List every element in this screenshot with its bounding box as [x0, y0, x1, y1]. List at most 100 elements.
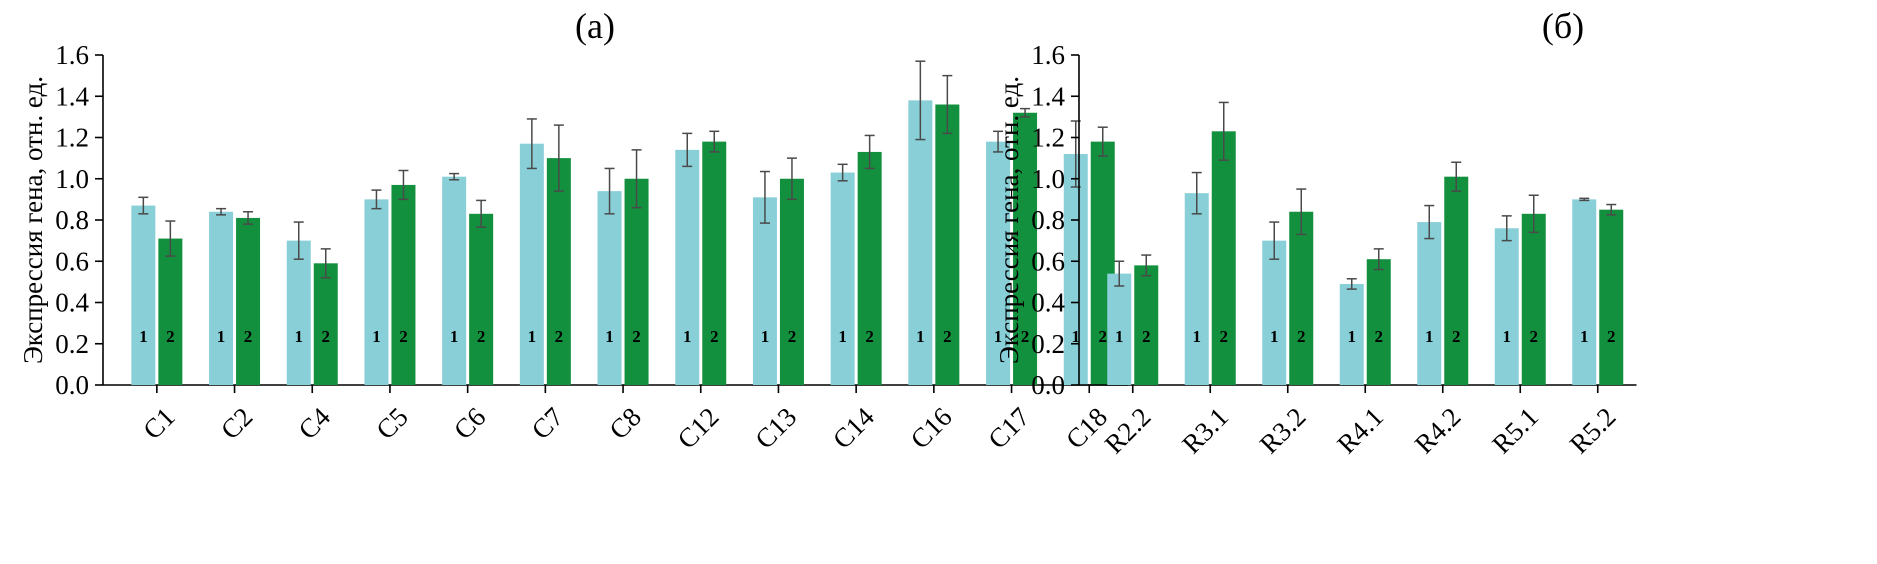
bar-series-number: 1	[605, 327, 614, 346]
bar-series-number: 1	[295, 327, 304, 346]
bar-series-number: 2	[943, 327, 952, 346]
y-tick-label: 0.8	[55, 205, 89, 235]
category-label: R5.1	[1486, 402, 1544, 460]
bar-c17-series-1	[986, 141, 1011, 385]
bar-series-number: 1	[1503, 327, 1512, 346]
bar-series-number: 2	[1530, 327, 1539, 346]
bar-r4-2-series-2	[1444, 176, 1469, 385]
bar-c2-series-1	[209, 211, 234, 385]
bar-c1-series-2	[158, 238, 183, 385]
category-label: C4	[293, 401, 337, 445]
bar-c14-series-1	[830, 172, 855, 385]
bar-c12-series-2	[702, 141, 727, 385]
bar-series-number: 2	[322, 327, 331, 346]
category-label: R2.2	[1099, 402, 1157, 460]
y-tick-label: 1.2	[1031, 123, 1065, 153]
bar-series-number: 2	[1452, 327, 1461, 346]
bar-series-number: 1	[1348, 327, 1357, 346]
panel-title: (б)	[1542, 6, 1584, 46]
category-label: C8	[603, 402, 646, 445]
bar-r4-1-series-1	[1339, 283, 1364, 385]
bar-c13-series-2	[779, 178, 804, 385]
category-label: C5	[370, 402, 413, 445]
y-tick-label: 0.6	[1031, 246, 1065, 276]
bar-series-number: 2	[632, 327, 641, 346]
bar-series-number: 2	[477, 327, 486, 346]
bar-series-number: 1	[1072, 327, 1081, 346]
y-tick-label: 1.0	[1031, 164, 1065, 194]
y-tick-label: 1.4	[55, 81, 89, 111]
category-label: C12	[672, 402, 725, 455]
y-tick-label: 0.2	[1031, 329, 1065, 359]
category-label: C18	[1060, 402, 1113, 455]
bar-r3-2-series-2	[1289, 211, 1314, 385]
category-label: C13	[749, 402, 802, 455]
bar-c8-series-1	[597, 191, 622, 385]
y-tick-label: 0.6	[55, 246, 89, 276]
y-tick-label: 0.4	[1031, 288, 1065, 318]
category-label: C17	[982, 402, 1035, 455]
bar-series-number: 1	[217, 327, 226, 346]
bar-series-number: 2	[1099, 327, 1108, 346]
bar-series-number: 2	[1220, 327, 1229, 346]
bar-series-number: 2	[1607, 327, 1616, 346]
bar-c16-series-1	[908, 100, 933, 385]
bar-series-number: 2	[399, 327, 408, 346]
chart-panel-b: (б) Экспрессия гена, отн. ед.0.0 0.2 0.4 0.6…	[994, 6, 1637, 459]
bar-series-number: 1	[761, 327, 770, 346]
bar-c5-series-1	[364, 199, 389, 385]
y-tick-label: 1.4	[1031, 81, 1065, 111]
bar-series-number: 1	[1580, 327, 1589, 346]
panel-title: (а)	[575, 6, 615, 46]
bar-c18-series-1	[1063, 154, 1088, 385]
y-tick-label: 1.6	[55, 40, 89, 70]
y-tick-label: 1.6	[1031, 40, 1065, 70]
category-label: C2	[215, 402, 258, 445]
bar-c14-series-2	[857, 151, 882, 385]
bar-series-number: 2	[865, 327, 874, 346]
bar-series-number: 2	[710, 327, 719, 346]
y-tick-label: 1.2	[55, 123, 89, 153]
bar-series-number: 1	[1270, 327, 1279, 346]
bar-r5-1-series-2	[1521, 213, 1546, 385]
bar-series-number: 2	[788, 327, 797, 346]
bar-series-number: 2	[244, 327, 253, 346]
bar-c8-series-2	[624, 178, 649, 385]
bar-r3-1-series-2	[1211, 131, 1236, 385]
bar-series-number: 1	[372, 327, 381, 346]
category-label: C7	[526, 402, 569, 445]
y-tick-label: 1.0	[55, 164, 89, 194]
bar-series-number: 1	[838, 327, 847, 346]
bar-c4-series-1	[286, 240, 311, 385]
category-label: C6	[448, 402, 491, 445]
category-label: R4.1	[1331, 402, 1389, 460]
bar-c7-series-1	[519, 143, 544, 385]
category-label: R3.2	[1254, 402, 1312, 460]
bar-c6-series-1	[442, 176, 467, 385]
y-axis-label: Экспрессия гена, отн. ед.	[994, 76, 1024, 364]
bar-series-number: 1	[528, 327, 537, 346]
chart-panel-a: (а)Экспрессия гена, отн. ед.0.00.20.40.6…	[18, 6, 1129, 455]
bar-series-number: 1	[1115, 327, 1124, 346]
category-label: C1	[137, 402, 180, 445]
bar-c4-series-2	[313, 263, 338, 385]
bar-series-number: 2	[1142, 327, 1151, 346]
bar-c6-series-2	[469, 213, 494, 385]
bar-c13-series-1	[752, 197, 777, 385]
y-tick-label: 0.0	[55, 370, 89, 400]
bar-r2-2-series-2	[1134, 265, 1159, 385]
category-label: R3.1	[1176, 402, 1234, 460]
bar-c16-series-2	[935, 104, 960, 385]
y-axis-label: Экспрессия гена, отн. ед.	[18, 76, 48, 364]
bar-c5-series-2	[391, 184, 416, 385]
bar-r3-1-series-1	[1184, 193, 1209, 385]
category-label: C16	[905, 402, 958, 455]
bar-r4-2-series-1	[1417, 222, 1442, 385]
bar-series-number: 2	[1297, 327, 1306, 346]
category-label: R4.2	[1409, 402, 1467, 460]
bar-c1-series-1	[131, 205, 156, 385]
bar-c12-series-1	[675, 149, 700, 385]
bar-series-number: 2	[1021, 327, 1030, 346]
y-tick-label: 0.0	[1031, 370, 1065, 400]
bar-series-number: 1	[994, 327, 1003, 346]
